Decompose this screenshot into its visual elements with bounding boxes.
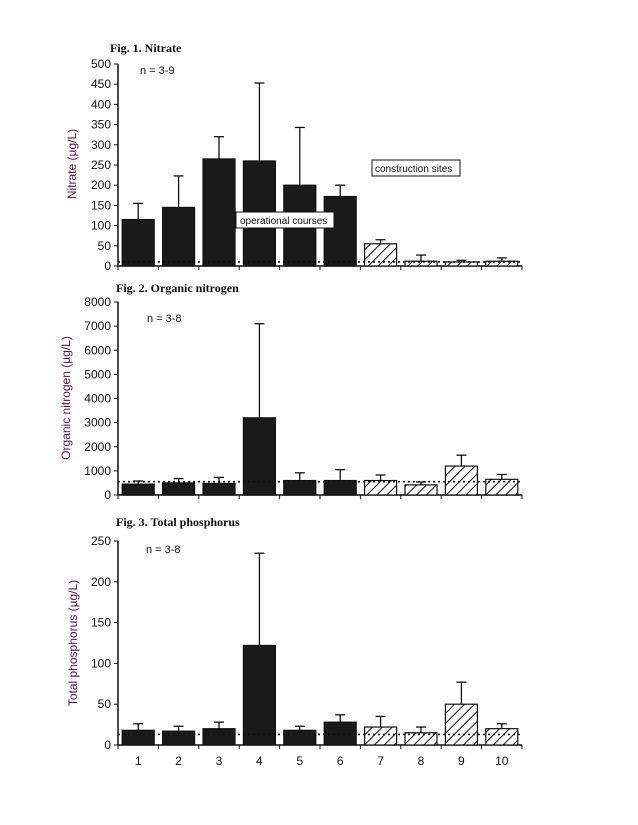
chart1-bar-6 — [323, 195, 357, 267]
chart1-ytick-label: 50 — [98, 239, 112, 253]
legend-construction-label: construction sites — [375, 164, 452, 175]
chart3-xtick-label: 9 — [458, 754, 465, 768]
chart2-ylabel: Organic nitrogen (µg/L) — [59, 336, 73, 460]
chart2-bar-8 — [404, 484, 438, 496]
chart1-bar-2 — [162, 206, 196, 267]
chart1-bar-8 — [404, 260, 438, 267]
chart3-ylabel: Total phosphorus (µg/L) — [66, 580, 80, 706]
chart1-ytick-label: 350 — [91, 118, 111, 132]
chart2-bar-9 — [444, 465, 478, 496]
chart1-title: Fig. 1. Nitrate — [110, 41, 182, 55]
chart2-ytick-label: 5000 — [84, 367, 111, 381]
chart1-plot: 0 50 100 150 200 250 300 350 400 450 500 — [91, 57, 523, 273]
chart3-bar-2 — [162, 730, 196, 746]
legend-construction-box: construction sites — [371, 159, 461, 177]
chart2-bar-7 — [364, 479, 398, 496]
chart3-xtick-label: 7 — [377, 754, 384, 768]
chart3-xtick-label: 5 — [296, 754, 303, 768]
chart2-ytick-label: 6000 — [84, 343, 111, 357]
chart3-bar-1 — [121, 729, 155, 746]
legend-operational-label: operational courses — [240, 216, 327, 227]
legend-operational-box: operational courses — [235, 211, 335, 229]
chart2-ytick-label: 4000 — [84, 392, 111, 406]
chart3-xtick-label: 2 — [175, 754, 182, 768]
chart3-ytick-label: 100 — [91, 656, 111, 670]
chart1-bar-7 — [364, 243, 398, 267]
chart2-bar-4 — [242, 417, 276, 496]
chart3-bar-7 — [364, 726, 398, 746]
chart2-annotation: n = 3-8 — [147, 313, 182, 325]
chart2-ytick-label: 7000 — [84, 319, 111, 333]
chart2-plot: 0 1000 2000 3000 4000 5000 6000 7000 8000 — [84, 295, 523, 502]
chart2-ytick-label: 8000 — [84, 295, 111, 309]
chart3-title: Fig. 3. Total phosphorus — [116, 515, 240, 529]
chart3-bar-3 — [202, 728, 236, 746]
chart3-annotation: n = 3-8 — [146, 544, 181, 556]
chart2-bar-2 — [162, 482, 196, 496]
chart1-ylabel: Nitrate (µg/L) — [65, 129, 79, 199]
chart2-bar-6 — [323, 479, 357, 496]
chart3-ytick-label: 200 — [91, 575, 111, 589]
chart1-ytick-label: 400 — [91, 97, 111, 111]
chart2-bar-10 — [485, 478, 519, 496]
chart1-annotation: n = 3-9 — [140, 65, 175, 77]
chart3-ytick-label: 50 — [98, 697, 112, 711]
chart1-bar-3 — [202, 158, 236, 267]
chart3-bar-4 — [242, 644, 276, 746]
chart3-xtick-label: 8 — [418, 754, 425, 768]
chart1-bar-9 — [444, 261, 478, 267]
chart2-title: Fig. 2. Organic nitrogen — [116, 281, 239, 295]
chart3-xtick-label: 4 — [256, 754, 263, 768]
chart2-bar-3 — [202, 482, 236, 496]
chart1-ytick-label: 100 — [91, 219, 111, 233]
chart2-ytick-label: 3000 — [84, 416, 111, 430]
chart3-xtick-label: 10 — [495, 754, 509, 768]
chart1-ytick-label: 450 — [91, 77, 111, 91]
chart3-bar-8 — [404, 732, 438, 746]
chart3-xtick-label: 1 — [135, 754, 142, 768]
chart1-ytick-label: 150 — [91, 198, 111, 212]
chart1-bar-10 — [485, 260, 519, 267]
chart3-bar-6 — [323, 721, 357, 746]
chart1-ytick-label: 0 — [104, 259, 111, 273]
chart3-bar-9 — [444, 703, 478, 746]
chart1-bar-1 — [121, 218, 155, 267]
chart2-ytick-label: 0 — [104, 488, 111, 502]
chart3-xtick-label: 6 — [337, 754, 344, 768]
chart2-ytick-label: 1000 — [84, 464, 111, 478]
chart1-ytick-label: 200 — [91, 178, 111, 192]
chart3-ytick-label: 250 — [91, 534, 111, 548]
chart3-xtick-label: 3 — [216, 754, 223, 768]
chart1-ytick-label: 300 — [91, 138, 111, 152]
chart1-ytick-label: 250 — [91, 158, 111, 172]
chart3-bar-5 — [283, 729, 317, 746]
chart2-bar-5 — [283, 479, 317, 496]
chart2-ytick-label: 2000 — [84, 440, 111, 454]
chart2-bar-1 — [121, 483, 155, 496]
chart3-bar-10 — [485, 728, 519, 746]
chart3-plot: 0 50 100 150 200 250 1 2 3 4 5 6 7 8 9 10 — [91, 534, 523, 768]
chart3-ytick-label: 150 — [91, 616, 111, 630]
chart1-ytick-label: 500 — [91, 57, 111, 71]
chart3-ytick-label: 0 — [104, 738, 111, 752]
